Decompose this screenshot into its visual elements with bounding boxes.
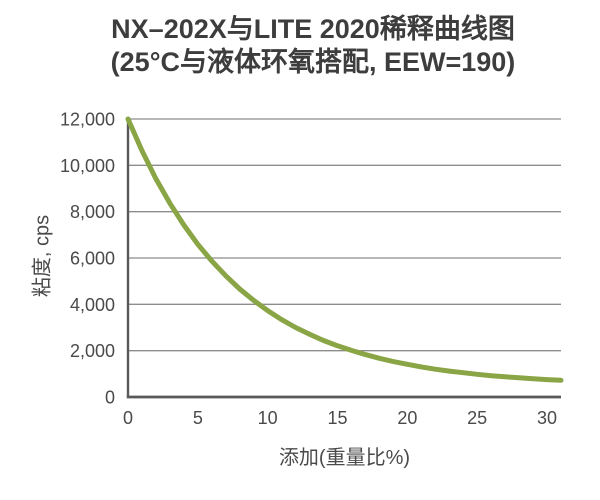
dilution-curve [125, 116, 564, 383]
y-tick-label: 0 [105, 388, 115, 408]
x-tick-label: 15 [328, 408, 348, 428]
x-tick-label: 20 [397, 408, 417, 428]
x-tick-label: 10 [258, 408, 278, 428]
x-tick-label: 30 [537, 408, 557, 428]
x-tick-label: 25 [467, 408, 487, 428]
y-tick-label: 8,000 [70, 202, 115, 222]
y-tick-label: 2,000 [70, 341, 115, 361]
y-tick-label: 4,000 [70, 295, 115, 315]
x-axis-label: 添加(重量比%) [278, 447, 411, 469]
y-axis-label: 粘度, cps [31, 214, 54, 298]
chart-title: NX–202X与LITE 2020稀释曲线图 [111, 14, 515, 44]
chart-title-block: NX–202X与LITE 2020稀释曲线图 (25°C与液体环氧搭配, EEW… [13, 13, 600, 79]
chart-subtitle: (25°C与液体环氧搭配, EEW=190) [110, 47, 516, 77]
y-tick-label: 10,000 [60, 156, 115, 176]
y-tick-label: 12,000 [60, 110, 115, 130]
x-tick-label: 5 [193, 408, 203, 428]
y-tick-label: 6,000 [70, 249, 115, 269]
x-tick-label: 0 [123, 408, 133, 428]
